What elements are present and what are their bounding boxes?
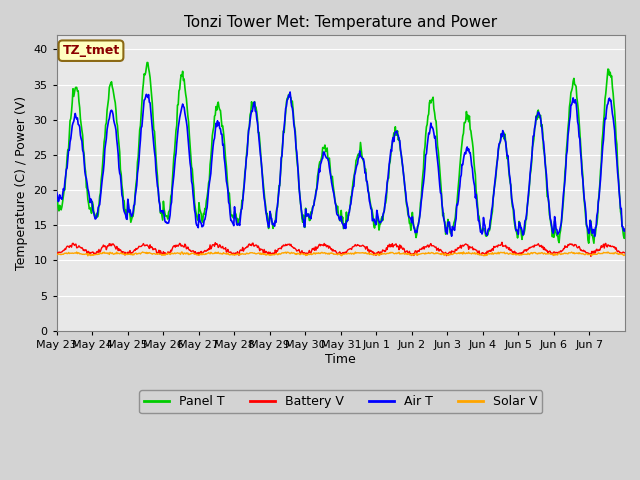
X-axis label: Time: Time bbox=[326, 353, 356, 366]
Title: Tonzi Tower Met: Temperature and Power: Tonzi Tower Met: Temperature and Power bbox=[184, 15, 497, 30]
Legend: Panel T, Battery V, Air T, Solar V: Panel T, Battery V, Air T, Solar V bbox=[140, 390, 542, 413]
Y-axis label: Temperature (C) / Power (V): Temperature (C) / Power (V) bbox=[15, 96, 28, 270]
Text: TZ_tmet: TZ_tmet bbox=[62, 44, 120, 57]
